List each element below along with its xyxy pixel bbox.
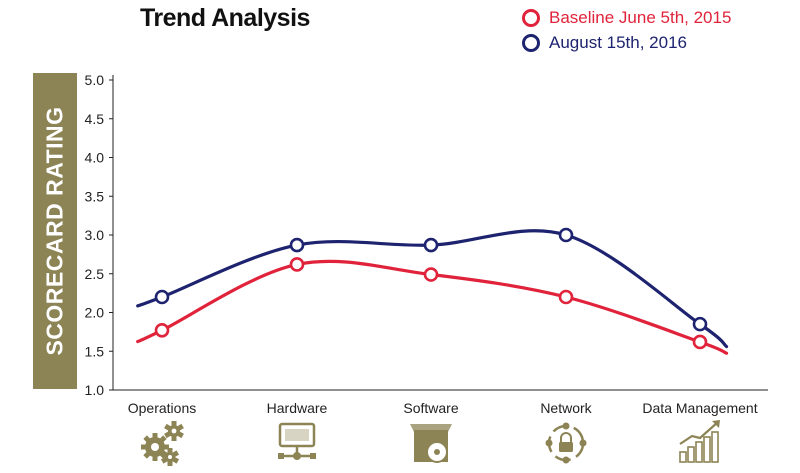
data-point-1-3 xyxy=(558,227,574,243)
legend: Baseline June 5th, 2015 August 15th, 201… xyxy=(522,5,731,55)
data-point-1-2 xyxy=(423,237,439,253)
y-tick-label: 4.5 xyxy=(85,111,105,127)
x-tick-label: Hardware xyxy=(267,400,328,416)
x-tick-label: Software xyxy=(403,400,458,416)
data-point-0-2 xyxy=(423,267,439,282)
y-tick-label: 1.5 xyxy=(85,343,105,359)
chart-title: Trend Analysis xyxy=(140,4,310,32)
legend-label-august: August 15th, 2016 xyxy=(549,32,688,52)
data-point-0-1 xyxy=(289,257,305,272)
data-point-0-3 xyxy=(558,289,574,305)
legend-marker-baseline xyxy=(522,8,540,27)
gears-icon xyxy=(141,421,184,466)
y-tick-label: 1.0 xyxy=(85,382,105,398)
y-axis-label-band xyxy=(33,73,77,389)
y-tick-label: 2.0 xyxy=(85,305,105,321)
data-point-1-1 xyxy=(289,237,305,253)
data-point-0-0 xyxy=(154,323,170,338)
data-point-0-4 xyxy=(692,334,708,350)
x-tick-label: Data Management xyxy=(642,400,757,416)
computer-network-icon xyxy=(278,422,316,460)
network-lock-icon xyxy=(545,422,587,464)
legend-item-baseline: Baseline June 5th, 2015 xyxy=(522,5,731,30)
y-tick-label: 4.0 xyxy=(85,150,105,166)
legend-label-baseline: Baseline June 5th, 2015 xyxy=(549,7,732,27)
y-tick-label: 3.0 xyxy=(85,227,105,243)
software-box-icon xyxy=(410,424,452,463)
data-point-1-4 xyxy=(692,316,708,332)
legend-item-august: August 15th, 2016 xyxy=(522,30,731,55)
y-tick-label: 5.0 xyxy=(85,72,105,88)
y-tick-label: 2.5 xyxy=(85,266,105,282)
data-point-1-0 xyxy=(154,289,170,305)
legend-marker-august xyxy=(522,33,540,52)
x-tick-label: Operations xyxy=(128,400,196,416)
x-tick-label: Network xyxy=(540,400,592,416)
y-tick-label: 3.5 xyxy=(85,188,105,204)
growth-chart-icon xyxy=(679,420,720,463)
